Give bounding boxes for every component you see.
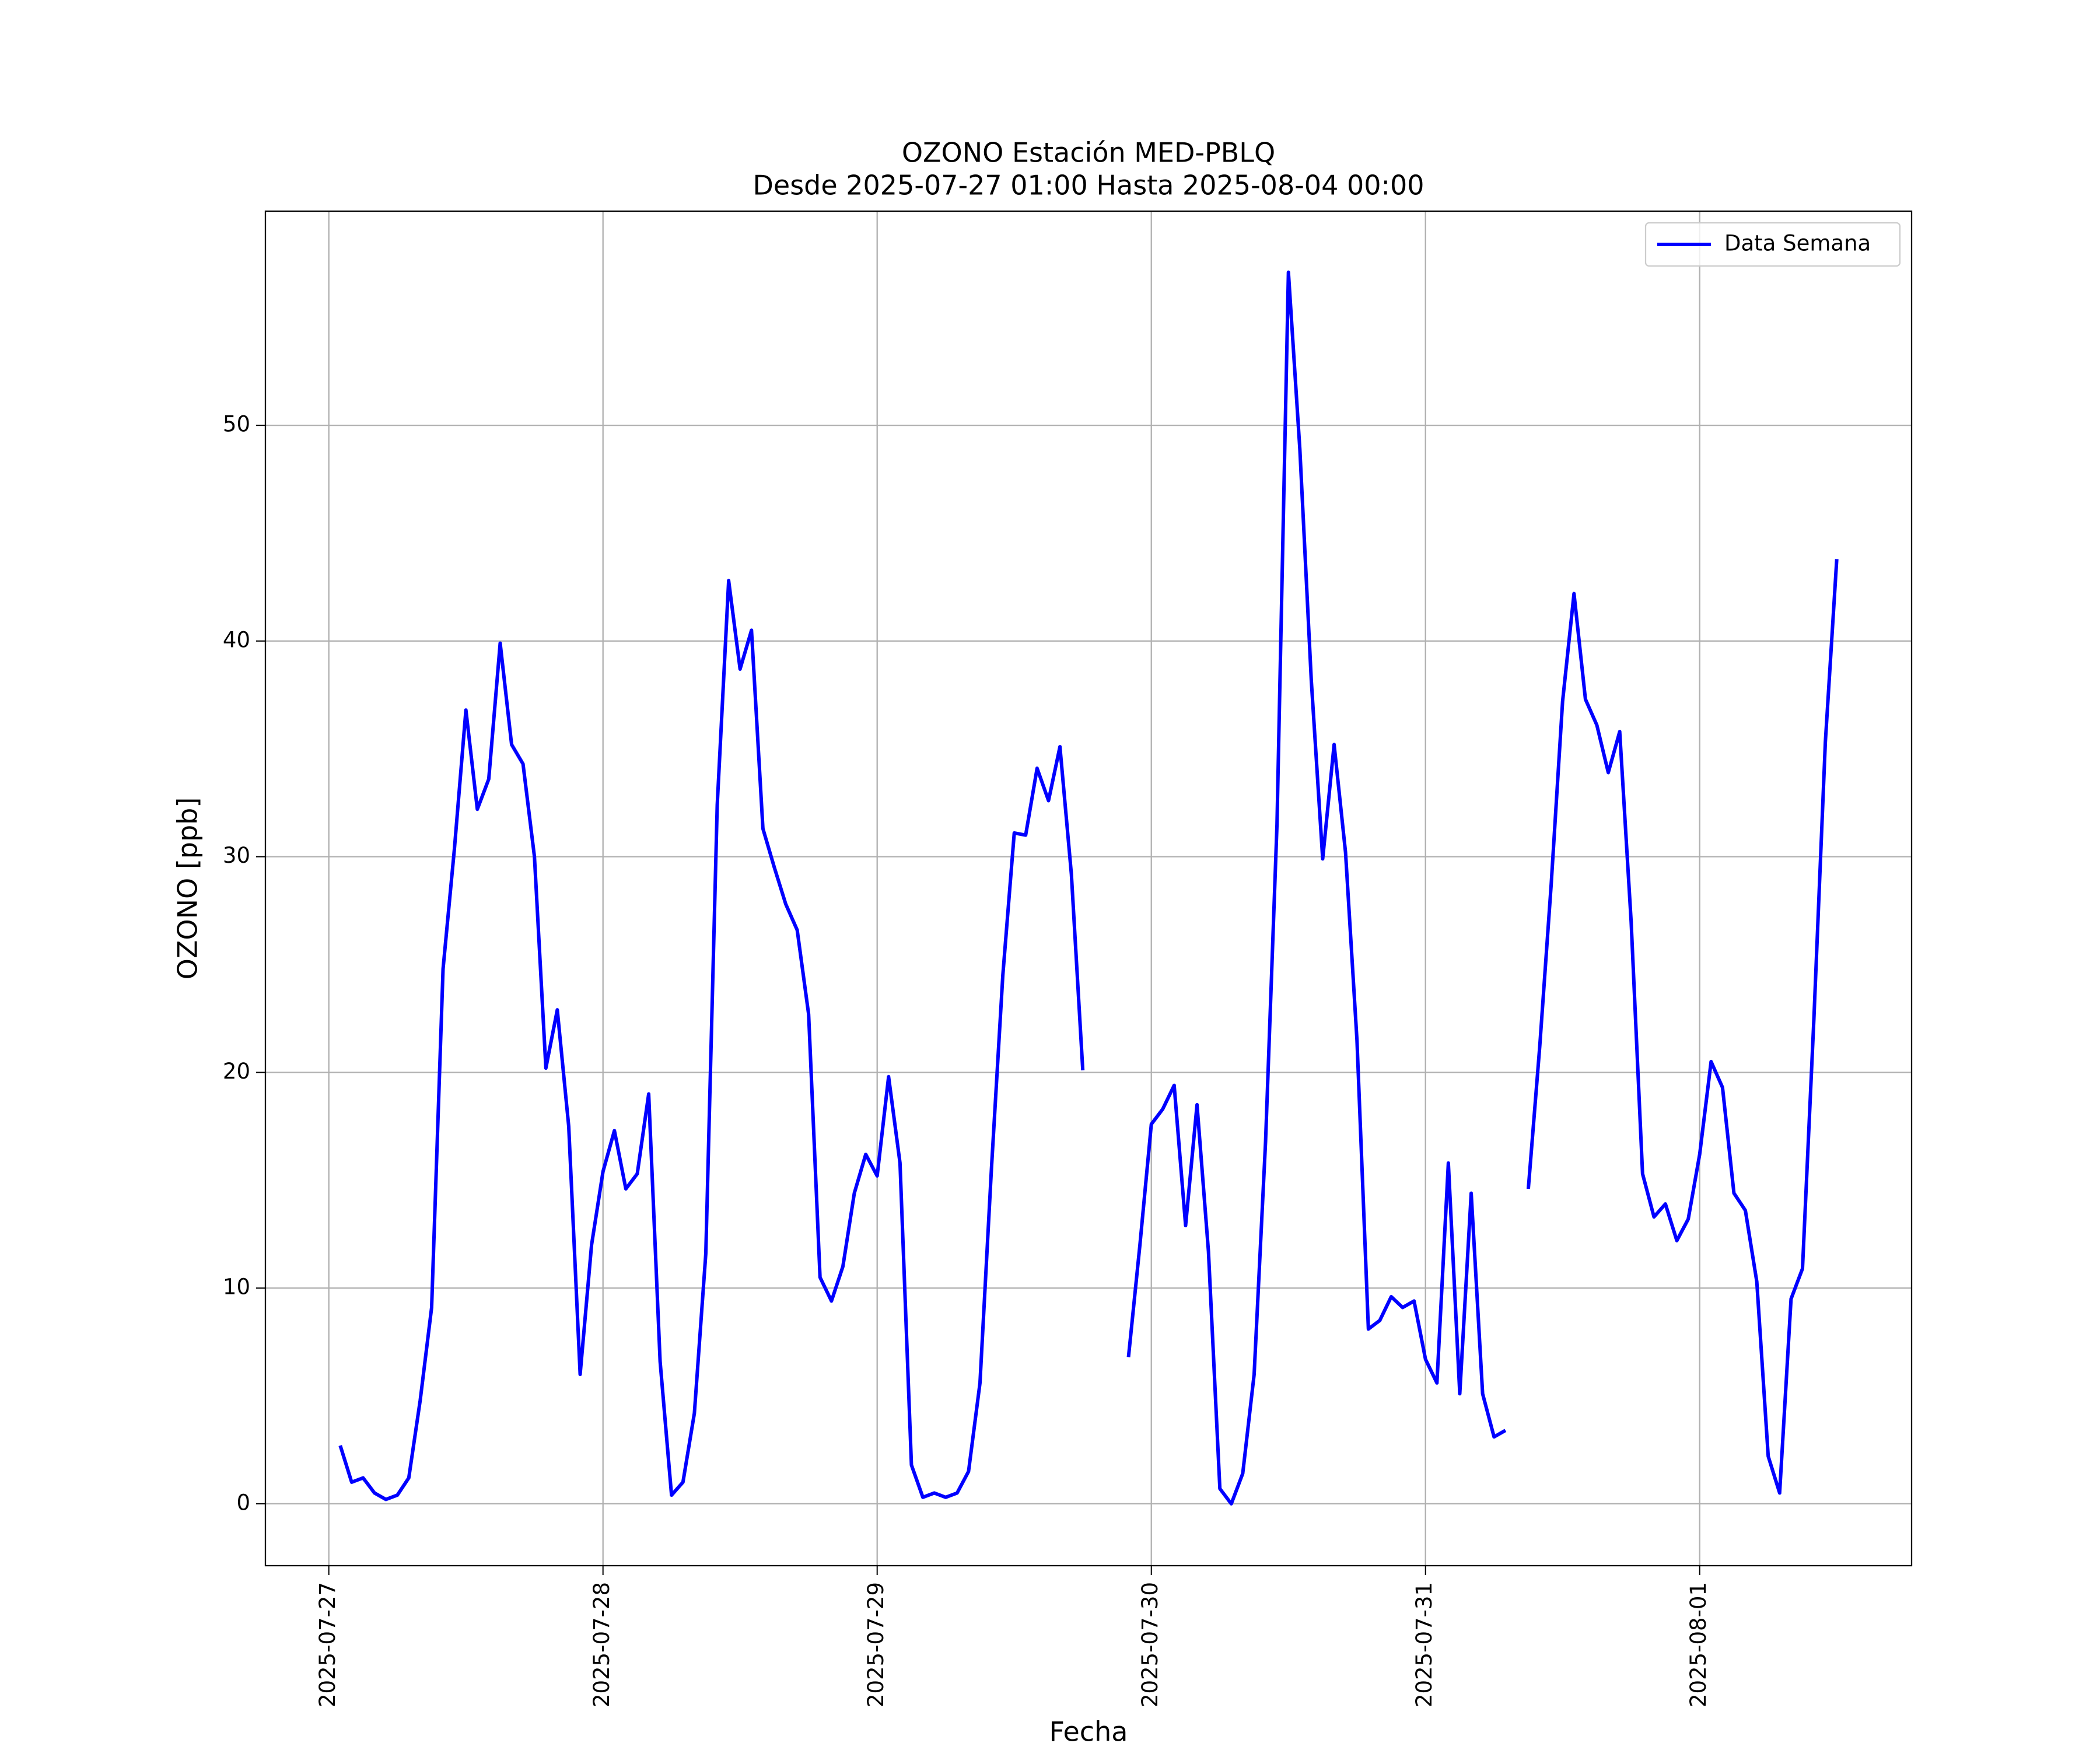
x-tick-label: 2025-08-01 [1686, 1582, 1711, 1707]
y-tick-label: 30 [223, 843, 250, 868]
chart-title: OZONO Estación MED-PBLQ [902, 137, 1275, 169]
plot-frame [264, 210, 1913, 1567]
y-tick-label: 10 [223, 1275, 250, 1300]
legend: Data Semana [1644, 222, 1901, 267]
legend-label: Data Semana [1724, 231, 1871, 256]
chart-subtitle: Desde 2025-07-27 01:00 Hasta 2025-08-04 … [752, 170, 1424, 201]
data-line [338, 270, 1839, 1506]
legend-box [1644, 222, 1901, 267]
x-tick-label: 2025-07-31 [1412, 1582, 1437, 1707]
x-tick-label: 2025-07-30 [1138, 1582, 1163, 1707]
y-tick-label: 0 [236, 1490, 250, 1515]
x-axis-label: Fecha [1049, 1716, 1128, 1748]
x-tick-label: 2025-07-27 [315, 1582, 340, 1707]
y-tick-label: 50 [223, 412, 250, 437]
y-axis-label: OZONO [ppb] [172, 797, 204, 980]
x-tick-label: 2025-07-29 [863, 1582, 888, 1707]
x-tick-label: 2025-07-28 [589, 1582, 614, 1707]
y-tick-label: 40 [223, 627, 250, 652]
y-tick-label: 20 [223, 1059, 250, 1084]
